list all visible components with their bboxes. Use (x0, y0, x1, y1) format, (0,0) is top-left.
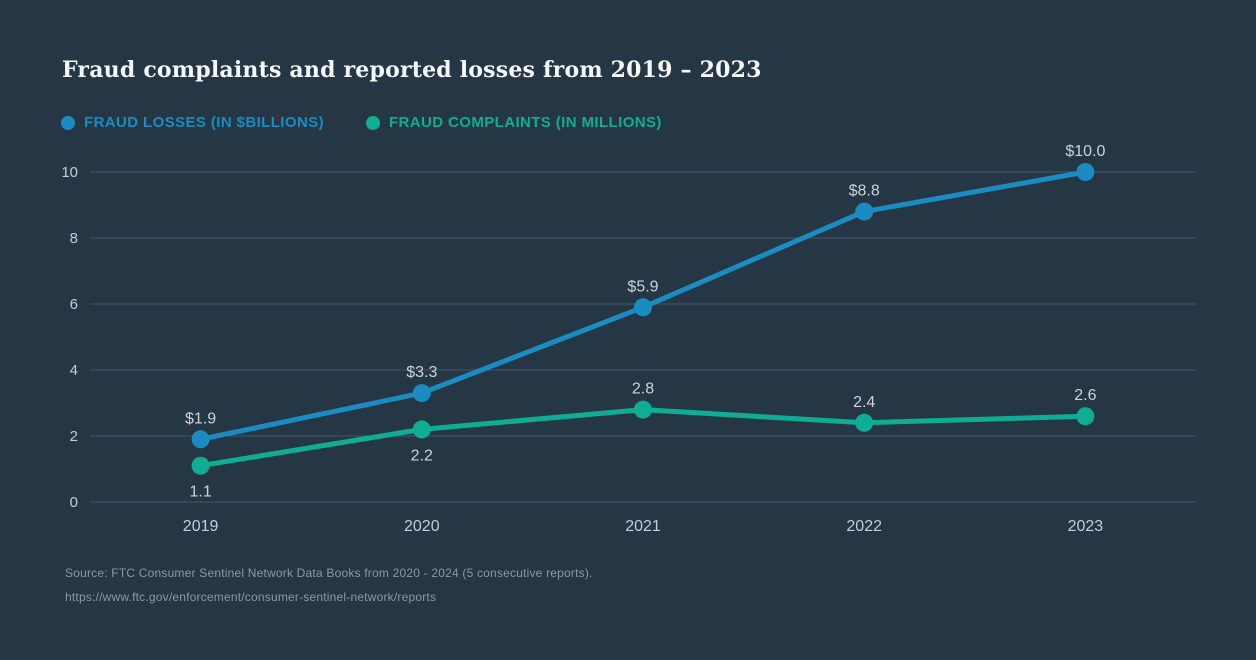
legend-dot-complaints-icon (365, 115, 380, 130)
y-axis-tick-label: 10 (61, 164, 78, 181)
data-point-label: 2.2 (411, 447, 433, 464)
y-axis-tick-label: 6 (70, 296, 78, 313)
legend-item-fraud-losses: FRAUD LOSSES (IN $BILLIONS) (61, 114, 324, 131)
data-point-marker (191, 430, 210, 449)
x-axis-tick-label: 2023 (1068, 518, 1104, 535)
y-axis-tick-label: 0 (70, 494, 78, 511)
data-point-marker (191, 456, 210, 475)
data-point-label: $1.9 (185, 410, 216, 427)
x-axis-tick-label: 2021 (625, 518, 661, 535)
data-point-marker (634, 400, 652, 419)
data-point-label: 1.1 (189, 484, 211, 501)
legend-item-fraud-complaints: FRAUD COMPLAINTS (IN MILLIONS) (365, 114, 662, 131)
source-url: https://www.ftc.gov/enforcement/consumer… (65, 590, 437, 604)
legend-label-fraud-losses: FRAUD LOSSES (IN $BILLIONS) (84, 114, 324, 131)
data-point-label: 2.4 (853, 394, 875, 411)
legend-label-fraud-complaints: FRAUD COMPLAINTS (IN MILLIONS) (388, 114, 662, 131)
data-point-marker (412, 384, 431, 403)
x-axis-tick-label: 2020 (404, 518, 440, 535)
data-point-marker (634, 298, 652, 317)
source-citation: Source: FTC Consumer Sentinel Network Da… (65, 566, 593, 580)
data-point-label: $8.8 (849, 183, 880, 200)
y-axis-tick-label: 2 (70, 428, 78, 445)
y-axis-tick-label: 4 (70, 362, 78, 379)
data-point-label: $3.3 (406, 364, 437, 381)
source-note: Source: FTC Consumer Sentinel Network Da… (65, 561, 593, 609)
x-axis-tick-label: 2019 (183, 518, 219, 535)
data-point-label: $10.0 (1065, 143, 1105, 160)
chart-legend: FRAUD LOSSES (IN $BILLIONS) FRAUD COMPLA… (61, 114, 662, 131)
data-point-label: 2.6 (1074, 387, 1096, 404)
data-point-label: 2.8 (632, 381, 654, 398)
data-point-marker (855, 202, 874, 221)
y-axis-tick-label: 8 (70, 230, 78, 247)
data-point-marker (1076, 163, 1095, 181)
chart-title: Fraud complaints and reported losses fro… (62, 57, 762, 83)
data-point-label: $5.9 (627, 278, 658, 295)
data-point-marker (855, 413, 874, 432)
data-point-marker (412, 420, 431, 439)
data-point-marker (1076, 407, 1095, 426)
legend-dot-losses-icon (61, 115, 75, 130)
x-axis-tick-label: 2022 (846, 518, 882, 535)
